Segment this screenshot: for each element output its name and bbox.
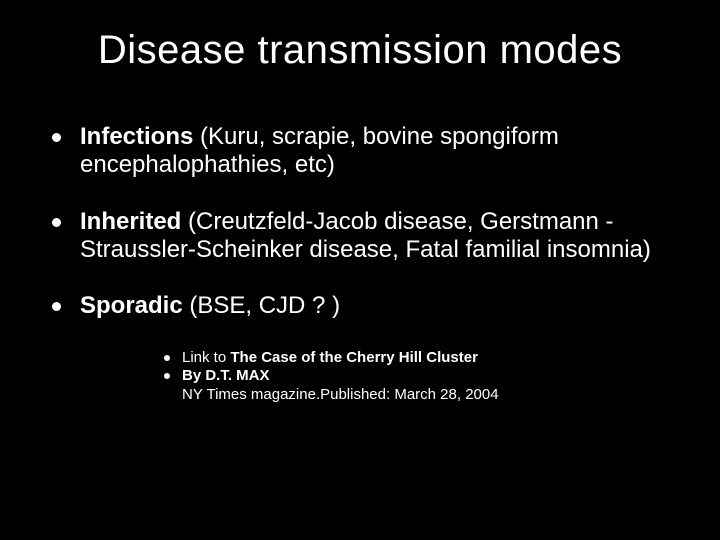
- bullet-lead: Infections: [80, 123, 193, 150]
- sub-bullet-list: Link to The Case of the Cherry Hill Clus…: [40, 349, 680, 387]
- bullet-rest: (BSE, CJD ? ): [183, 292, 340, 319]
- bullet-item: Sporadic (BSE, CJD ? ): [52, 292, 680, 320]
- sub-bullet-bold: By D.T. MAX: [182, 367, 270, 384]
- sub-detail-text: NY Times magazine.Published: March 28, 2…: [40, 386, 680, 405]
- bullet-item: Infections (Kuru, scrapie, bovine spongi…: [52, 123, 680, 180]
- bullet-item: Inherited (Creutzfeld-Jacob disease, Ger…: [52, 208, 680, 265]
- sub-bullet-item: Link to The Case of the Cherry Hill Clus…: [164, 349, 680, 368]
- bullet-lead: Sporadic: [80, 292, 183, 319]
- sub-bullet-prefix: Link to: [182, 349, 230, 366]
- slide-title: Disease transmission modes: [40, 28, 680, 73]
- bullet-lead: Inherited: [80, 208, 181, 235]
- sub-bullet-bold: The Case of the Cherry Hill Cluster: [230, 349, 478, 366]
- sub-bullet-item: By D.T. MAX: [164, 367, 680, 386]
- main-bullet-list: Infections (Kuru, scrapie, bovine spongi…: [40, 123, 680, 321]
